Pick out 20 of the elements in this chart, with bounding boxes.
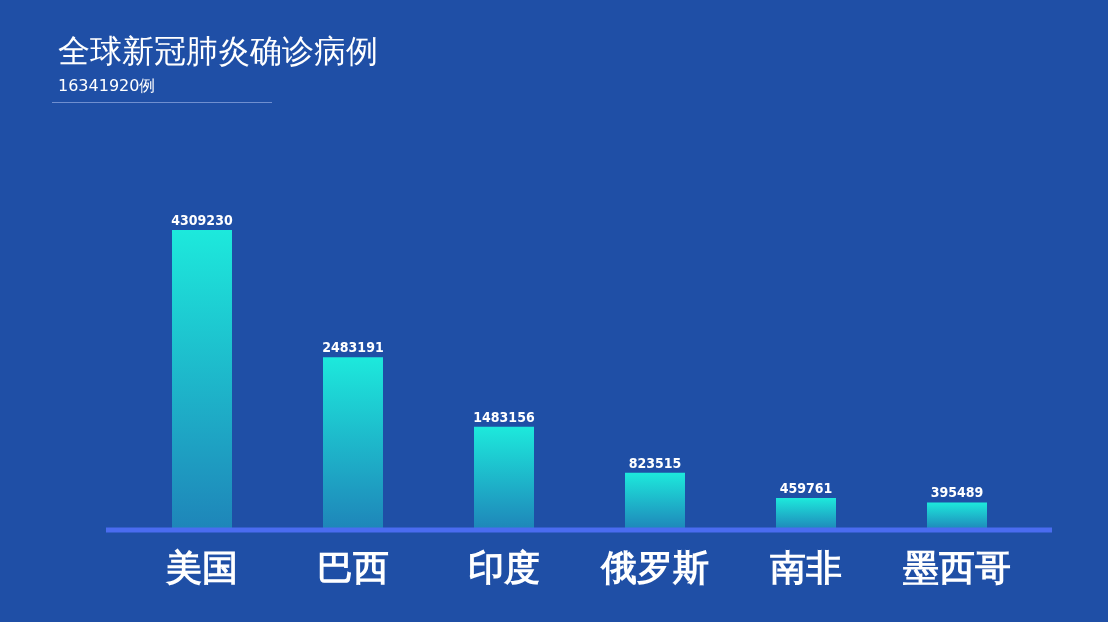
x-tick-label: 南非: [769, 547, 842, 588]
x-tick-label: 美国: [164, 547, 238, 588]
bar: [776, 497, 836, 530]
bar: [927, 502, 987, 530]
chart-title: 全球新冠肺炎确诊病例: [58, 31, 378, 72]
data-label: 395489: [930, 484, 984, 501]
data-label: 1483156: [473, 408, 535, 425]
bar: [625, 472, 685, 530]
bar: [474, 426, 534, 530]
data-label: 2483191: [322, 339, 384, 356]
chart-subtitle: 16341920例: [58, 76, 156, 97]
x-tick-label: 俄罗斯: [598, 547, 709, 588]
bar: [172, 230, 232, 530]
bar: [323, 357, 383, 530]
data-label: 823515: [628, 454, 682, 471]
x-tick-label: 印度: [467, 547, 540, 588]
x-tick-label: 巴西: [316, 547, 389, 588]
x-tick-label: 墨西哥: [901, 547, 1011, 588]
data-label: 4309230: [171, 212, 233, 228]
data-label: 459761: [779, 479, 833, 496]
